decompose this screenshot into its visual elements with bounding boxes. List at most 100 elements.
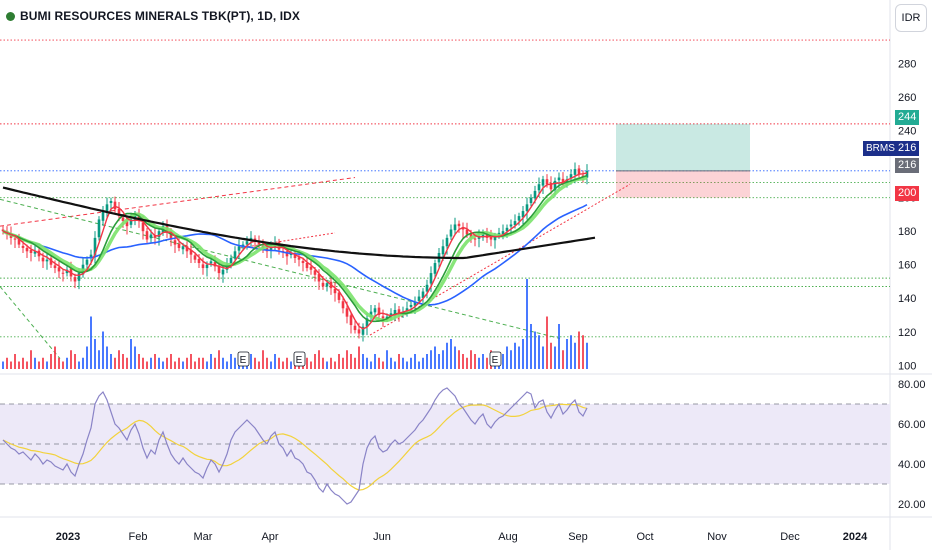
volume-bar	[326, 361, 328, 369]
rsi-line	[2, 387, 588, 505]
earnings-marker-label: E	[240, 355, 247, 366]
candle-body	[577, 168, 581, 175]
volume-bar	[106, 346, 108, 369]
candle-body	[97, 219, 101, 238]
volume-bar	[514, 342, 516, 369]
time-tick-label: Dec	[780, 531, 800, 543]
volume-bar	[586, 342, 588, 369]
candle-body	[217, 265, 221, 274]
volume-bar	[214, 357, 216, 369]
volume-bar	[486, 357, 488, 369]
chart-title-text: BUMI RESOURCES MINERALS TBK(PT), 1D, IDX	[20, 9, 301, 23]
volume-bar	[122, 354, 124, 369]
volume-bar	[474, 354, 476, 369]
candle-body	[1, 229, 5, 232]
volume-bar	[390, 357, 392, 369]
candle-body	[293, 253, 297, 258]
candle-body	[341, 301, 345, 309]
candle-body	[17, 238, 21, 245]
volume-bar	[374, 354, 376, 369]
volume-bar	[510, 350, 512, 369]
candle-body	[421, 291, 425, 298]
candle-body	[425, 284, 429, 292]
candle-body	[465, 229, 469, 235]
candle-body	[53, 265, 57, 269]
candle-body	[517, 216, 521, 221]
candle-body	[57, 267, 61, 272]
volume-bar	[430, 350, 432, 369]
candle-body	[61, 272, 65, 274]
volume-bar	[318, 350, 320, 369]
volume-bar	[310, 361, 312, 369]
ma-green-line	[2, 174, 588, 323]
volume-bar	[462, 354, 464, 369]
volume-bar	[290, 361, 292, 369]
currency-button[interactable]: IDR	[895, 4, 927, 32]
volume-bar	[558, 324, 560, 369]
candle-body	[157, 231, 161, 238]
candle-body	[525, 204, 529, 212]
candle-body	[493, 236, 497, 241]
ma-slow-line	[2, 186, 596, 260]
volume-bar	[482, 354, 484, 369]
volume-bar	[258, 361, 260, 369]
earnings-marker: E	[293, 351, 306, 367]
candle-body	[549, 182, 553, 190]
volume-bar	[230, 354, 232, 369]
candle-body	[545, 179, 549, 185]
volume-bar	[454, 346, 456, 369]
volume-bar	[134, 346, 136, 369]
trend-line	[239, 232, 336, 249]
stop-price-tag: 200	[895, 186, 920, 201]
volume-bar	[574, 342, 576, 369]
candle-body	[413, 301, 417, 306]
candle-body	[481, 232, 485, 238]
volume-bar	[414, 354, 416, 369]
volume-bar	[538, 335, 540, 369]
candle-body	[569, 174, 573, 178]
volume-bar	[210, 354, 212, 369]
volume-bar	[194, 361, 196, 369]
price-tick-label: 140	[898, 293, 916, 305]
candle-body	[185, 246, 189, 252]
volume-bar	[42, 357, 44, 369]
candle-body	[409, 304, 413, 307]
candle-body	[541, 179, 545, 186]
candle-body	[233, 251, 237, 259]
candle-body	[201, 264, 205, 269]
volume-bar	[170, 354, 172, 369]
volume-bar	[362, 354, 364, 369]
volume-bar	[206, 361, 208, 369]
earnings-marker-box	[237, 351, 250, 367]
candle-body	[461, 227, 465, 230]
candle-body	[317, 274, 321, 282]
volume-bar	[410, 357, 412, 369]
volume-bar	[366, 357, 368, 369]
volume-bar	[74, 354, 76, 369]
candle-body	[345, 308, 349, 317]
candle-body	[177, 243, 181, 248]
position-loss-zone	[616, 170, 750, 198]
candle-body	[385, 316, 389, 319]
volume-bar	[358, 346, 360, 369]
time-tick-label: 2023	[56, 531, 80, 543]
volume-bar	[266, 357, 268, 369]
candle-body	[405, 308, 409, 312]
volume-bar	[394, 361, 396, 369]
volume-bar	[46, 361, 48, 369]
rsi-ma-line	[2, 403, 588, 491]
candle-body	[529, 197, 533, 204]
candle-body	[33, 251, 37, 254]
time-tick-label: Nov	[707, 531, 727, 543]
trend-line	[0, 177, 356, 227]
volume-bar	[550, 342, 552, 369]
candle-body	[205, 264, 209, 269]
volume-bar	[438, 354, 440, 369]
candle-body	[533, 190, 537, 199]
volume-bar	[526, 279, 528, 369]
volume-bar	[54, 346, 56, 369]
volume-bar	[10, 361, 12, 369]
volume-bar	[446, 342, 448, 369]
candle-body	[117, 208, 121, 217]
